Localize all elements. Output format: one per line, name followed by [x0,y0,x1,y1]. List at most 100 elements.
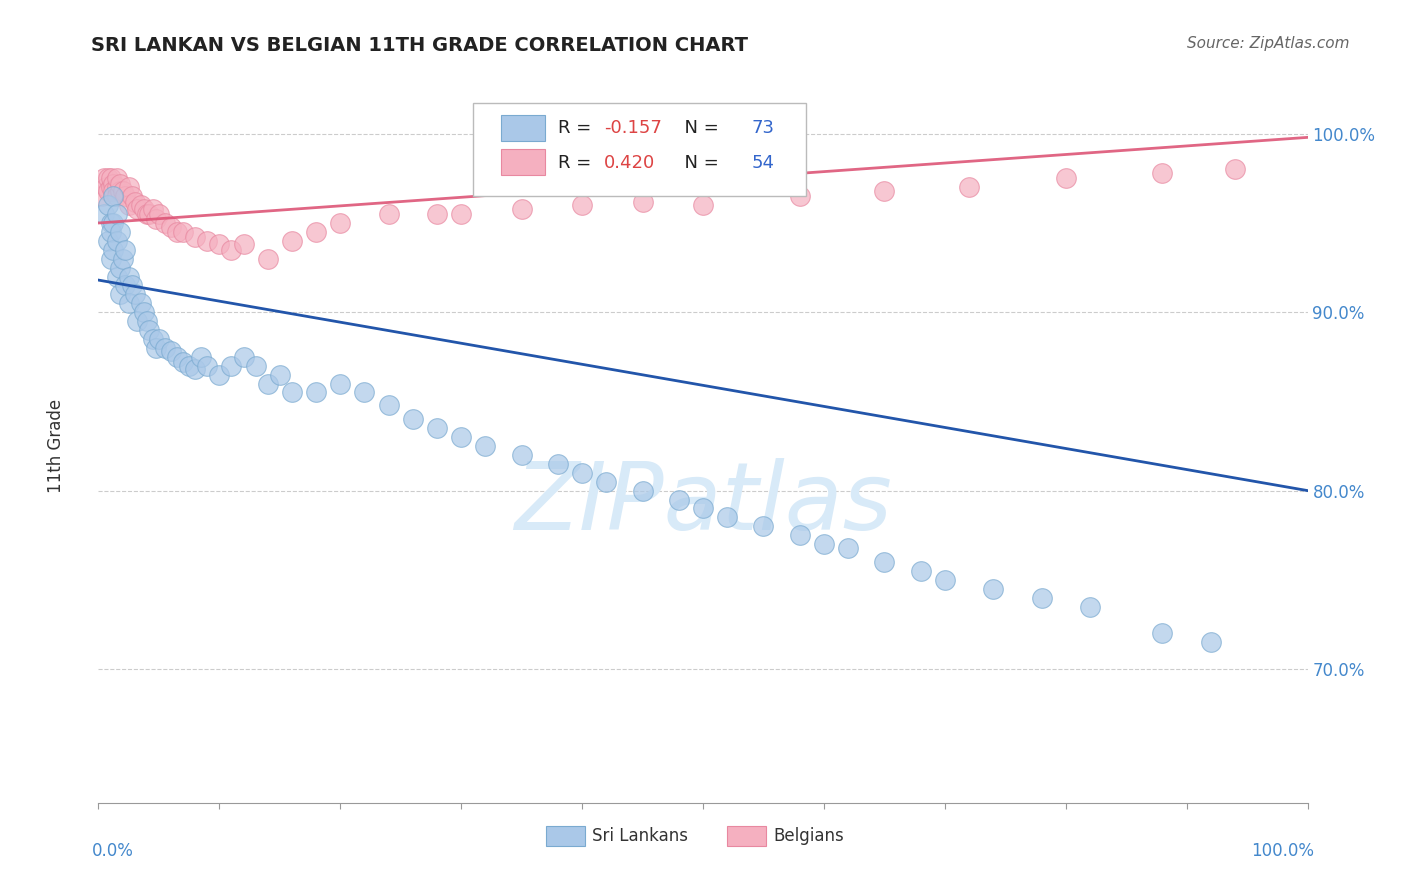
Point [547,457,569,471]
Point [1199,635,1222,649]
Point [108,287,131,301]
Point [105,207,128,221]
FancyBboxPatch shape [546,826,585,846]
Point [138,207,160,221]
Point [105,180,128,194]
Point [981,582,1004,596]
Text: ZIPatlas: ZIPatlas [515,458,891,549]
Point [329,216,352,230]
Point [148,207,170,221]
Point [510,448,533,462]
Point [145,341,167,355]
Point [108,260,131,275]
Point [91,189,114,203]
Point [134,305,156,319]
Point [426,207,449,221]
Point [160,344,183,359]
Point [100,180,122,194]
Point [93,171,115,186]
Point [108,184,131,198]
Point [402,412,425,426]
Text: R =: R = [558,120,598,137]
Point [101,184,124,198]
Point [97,198,120,212]
Point [208,368,231,382]
Point [1031,591,1053,605]
Point [100,171,122,186]
Point [101,177,124,191]
Point [668,492,690,507]
Point [166,350,188,364]
Point [114,243,136,257]
Point [101,216,124,230]
Point [450,207,472,221]
Text: 100.0%: 100.0% [1250,842,1313,860]
Point [571,466,593,480]
Point [145,212,167,227]
Point [1152,626,1174,640]
Point [195,359,218,373]
Point [692,198,714,212]
Point [118,180,141,194]
Point [114,189,136,203]
Point [1078,599,1101,614]
FancyBboxPatch shape [474,103,806,196]
Text: 73: 73 [751,120,775,137]
Point [105,171,128,186]
Point [121,189,143,203]
Point [281,234,304,248]
Point [256,376,278,391]
Point [101,243,124,257]
Text: 54: 54 [751,153,775,171]
Point [100,252,122,266]
Text: -0.157: -0.157 [603,120,662,137]
Point [127,202,149,216]
Point [631,483,654,498]
Point [789,528,811,542]
Point [134,202,156,216]
Text: N =: N = [672,153,724,171]
Point [101,189,124,203]
Point [190,350,212,364]
Text: R =: R = [558,153,598,171]
Point [221,359,243,373]
Point [813,537,835,551]
Point [837,541,859,555]
Point [1223,162,1246,177]
Point [910,564,932,578]
Point [124,287,146,301]
Point [153,216,176,230]
Point [1054,171,1077,186]
Point [934,573,956,587]
Point [305,225,328,239]
Point [100,225,122,239]
Point [269,368,291,382]
Point [377,207,399,221]
Point [426,421,449,435]
Point [281,385,304,400]
Point [184,230,207,244]
Point [873,184,896,198]
Text: Belgians: Belgians [773,827,844,845]
Point [97,234,120,248]
Point [142,202,165,216]
Point [105,189,128,203]
Point [94,180,117,194]
Point [256,252,278,266]
Point [377,398,399,412]
Point [752,519,775,533]
Point [172,225,194,239]
Point [124,194,146,209]
Point [129,296,152,310]
FancyBboxPatch shape [501,149,544,175]
Point [232,237,254,252]
Point [100,216,122,230]
Point [97,184,120,198]
Point [105,234,128,248]
Point [305,385,328,400]
Text: 11th Grade: 11th Grade [46,399,65,493]
Point [221,243,243,257]
Point [148,332,170,346]
Point [510,202,533,216]
Point [692,501,714,516]
